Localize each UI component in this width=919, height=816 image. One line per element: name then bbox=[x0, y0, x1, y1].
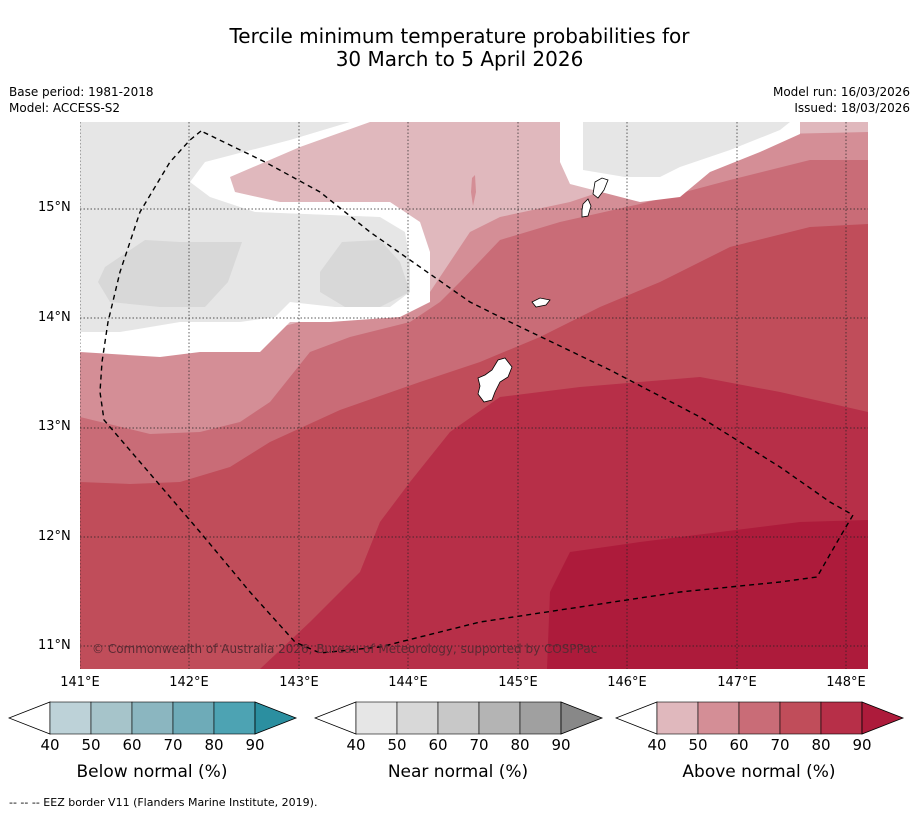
colorbar-above-tick: 80 bbox=[811, 736, 831, 754]
island-saipan bbox=[592, 177, 609, 199]
colorbar-above-tick: 60 bbox=[729, 736, 749, 754]
colorbar-near-tick: 90 bbox=[551, 736, 571, 754]
lat-label-11n: 11°N bbox=[38, 638, 71, 653]
colorbar-below-tick: 80 bbox=[204, 736, 224, 754]
island-tinian bbox=[581, 198, 592, 218]
colorbar-near-seg-40 bbox=[355, 701, 398, 735]
colorbar-below-tick: 90 bbox=[245, 736, 265, 754]
chart-title-line2: 30 March to 5 April 2026 bbox=[335, 47, 584, 71]
meta-right: Model run: 16/03/2026 Issued: 18/03/2026 bbox=[773, 84, 910, 116]
colorbar-near-tick: 80 bbox=[510, 736, 530, 754]
colorbar-near-title: Near normal (%) bbox=[387, 762, 529, 782]
meta-left: Base period: 1981-2018 Model: ACCESS-S2 bbox=[9, 84, 154, 116]
lon-label-144e: 144°E bbox=[388, 675, 428, 690]
colorbar-below-tick: 60 bbox=[122, 736, 142, 754]
lat-label-14n: 14°N bbox=[38, 310, 71, 325]
colorbar-below-seg-60 bbox=[131, 701, 174, 735]
colorbar-below-seg-40 bbox=[49, 701, 92, 735]
island-small-pink bbox=[471, 175, 476, 206]
eez-border bbox=[99, 130, 854, 654]
lon-label-148e: 148°E bbox=[826, 675, 866, 690]
colorbar-above-seg-50 bbox=[697, 701, 740, 735]
colorbar-above-seg-60 bbox=[738, 701, 781, 735]
colorbar-above-tick: 40 bbox=[647, 736, 667, 754]
lat-label-12n: 12°N bbox=[38, 529, 71, 544]
colorbar-near-seg-70 bbox=[478, 701, 521, 735]
chart-title-line1: Tercile minimum temperature probabilitie… bbox=[229, 24, 690, 48]
lat-label-15n: 15°N bbox=[38, 200, 71, 215]
colorbar-near-tick: 60 bbox=[428, 736, 448, 754]
near-50-west bbox=[98, 240, 242, 307]
colorbar-near-low-arrow bbox=[314, 701, 357, 735]
colorbar-above-seg-40 bbox=[656, 701, 699, 735]
colorbar-near-tick: 50 bbox=[387, 736, 407, 754]
lon-label-143e: 143°E bbox=[279, 675, 319, 690]
colorbar-below bbox=[8, 701, 298, 735]
colorbar-below-tick: 50 bbox=[81, 736, 101, 754]
colorbar-above-low-arrow bbox=[615, 701, 658, 735]
colorbar-below-seg-50 bbox=[90, 701, 133, 735]
colorbar-above-tick: 50 bbox=[688, 736, 708, 754]
issued-date: Issued: 18/03/2026 bbox=[794, 101, 910, 115]
colorbar-below-tick: 70 bbox=[163, 736, 183, 754]
copyright-text: © Commonwealth of Australia 2026, Bureau… bbox=[92, 642, 597, 656]
colorbar-below-title: Below normal (%) bbox=[76, 762, 228, 782]
near-40-northeast bbox=[583, 122, 790, 177]
colorbar-near bbox=[314, 701, 604, 735]
colorbar-near-seg-50 bbox=[396, 701, 439, 735]
island-rota bbox=[531, 297, 551, 308]
colorbar-near-tick: 70 bbox=[469, 736, 489, 754]
colorbar-below-seg-80 bbox=[213, 701, 256, 735]
colorbar-above bbox=[615, 701, 905, 735]
probability-map[interactable]: © Commonwealth of Australia 2026, Bureau… bbox=[80, 122, 868, 669]
colorbar-above-tick: 90 bbox=[852, 736, 872, 754]
lon-label-141e: 141°E bbox=[60, 675, 100, 690]
lon-label-146e: 146°E bbox=[607, 675, 647, 690]
colorbar-near-high-arrow bbox=[560, 701, 604, 735]
island-guam bbox=[477, 357, 513, 403]
colorbar-above-title: Above normal (%) bbox=[682, 762, 836, 782]
near-50-central bbox=[320, 240, 410, 307]
model-run: Model run: 16/03/2026 bbox=[772, 85, 910, 99]
colorbar-near-seg-60 bbox=[437, 701, 480, 735]
lon-label-142e: 142°E bbox=[169, 675, 209, 690]
colorbar-above-high-arrow bbox=[861, 701, 905, 735]
colorbar-below-low-arrow bbox=[8, 701, 51, 735]
colorbar-above-seg-70 bbox=[779, 701, 822, 735]
graticule bbox=[80, 122, 868, 669]
colorbar-above-seg-80 bbox=[820, 701, 863, 735]
colorbar-below-high-arrow bbox=[254, 701, 298, 735]
model-name: Model: ACCESS-S2 bbox=[9, 101, 121, 115]
colorbar-above-tick: 70 bbox=[770, 736, 790, 754]
colorbar-near-seg-80 bbox=[519, 701, 562, 735]
colorbar-near-tick: 40 bbox=[346, 736, 366, 754]
colorbar-below-seg-70 bbox=[172, 701, 215, 735]
lat-label-13n: 13°N bbox=[38, 419, 71, 434]
eez-footnote: -- -- -- EEZ border V11 (Flanders Marine… bbox=[9, 796, 318, 809]
colorbar-below-tick: 40 bbox=[40, 736, 60, 754]
lon-label-145e: 145°E bbox=[498, 675, 538, 690]
lon-label-147e: 147°E bbox=[717, 675, 757, 690]
base-period: Base period: 1981-2018 bbox=[9, 85, 154, 99]
